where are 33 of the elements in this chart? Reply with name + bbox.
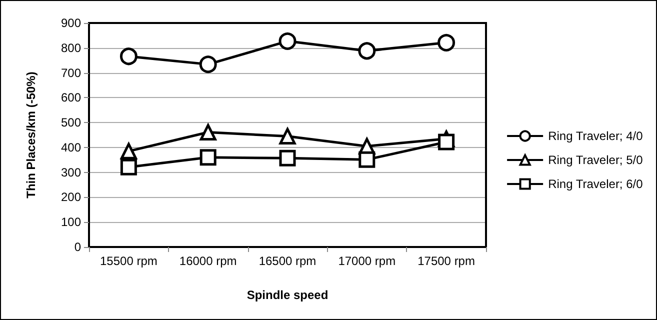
y-tick-label: 100 xyxy=(60,215,82,230)
point xyxy=(199,56,217,74)
point xyxy=(438,134,455,150)
y-tick-label: 700 xyxy=(60,66,82,80)
y-tick-label: 300 xyxy=(60,165,82,180)
y-tick-label: 500 xyxy=(60,116,82,130)
x-tick-label: 17500 rpm xyxy=(418,254,475,268)
y-tick-label: 0 xyxy=(74,240,82,254)
legend-label: Ring Traveler; 4/0 xyxy=(548,129,644,143)
point xyxy=(279,128,296,144)
x-axis-title: Spindle speed xyxy=(246,288,328,302)
legend-label: Ring Traveler; 5/0 xyxy=(548,153,644,167)
x-tick-label: 17000 rpm xyxy=(338,254,396,268)
y-tick-label: 400 xyxy=(60,140,82,154)
y-tick-label: 600 xyxy=(60,90,82,105)
point xyxy=(200,149,216,166)
point xyxy=(438,34,456,52)
point xyxy=(278,32,296,50)
point xyxy=(120,48,138,66)
y-tick-label: 800 xyxy=(60,40,82,55)
point xyxy=(120,158,137,176)
x-tick-label: 16000 rpm xyxy=(179,254,237,268)
x-tick-label: 15500 rpm xyxy=(100,254,158,268)
y-tick-label: 900 xyxy=(60,16,82,30)
y-tick-label: 200 xyxy=(60,190,82,204)
point xyxy=(120,142,137,160)
y-axis-title: Thin Places/km (-50%) xyxy=(24,72,38,198)
x-tick-label: 16500 rpm xyxy=(258,254,316,268)
point xyxy=(358,42,376,60)
legend-label: Ring Traveler; 6/0 xyxy=(548,177,644,191)
point xyxy=(200,124,216,141)
point xyxy=(279,150,296,166)
point xyxy=(358,151,376,168)
